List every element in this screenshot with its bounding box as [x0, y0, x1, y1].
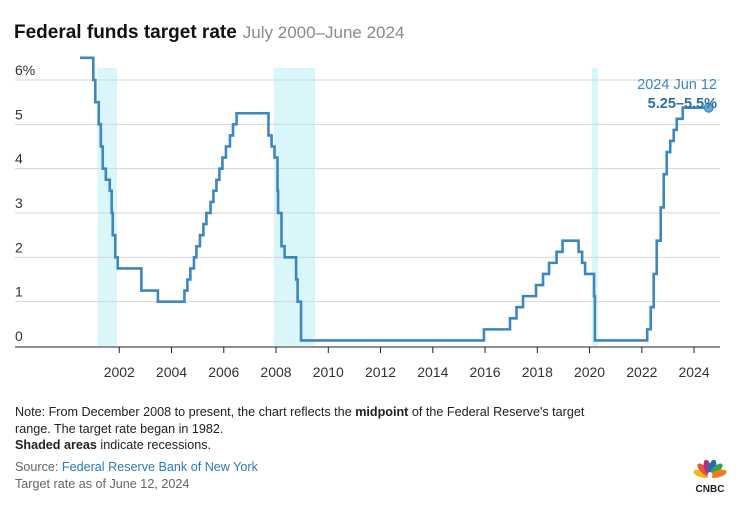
- source-label: Source:: [15, 460, 62, 474]
- recession-band: [273, 68, 316, 346]
- x-tick-label: 2024: [678, 364, 709, 380]
- chart-notes: Note: From December 2008 to present, the…: [15, 404, 705, 454]
- x-tick-label: 2014: [417, 364, 448, 380]
- note-bold-text: midpoint: [355, 405, 409, 419]
- note-bold-text: Shaded areas: [15, 438, 97, 452]
- chart-title: Federal funds target rate: [14, 22, 237, 43]
- gridlines: [15, 79, 720, 348]
- source-line: Source: Federal Reserve Bank of New York: [15, 459, 258, 476]
- x-axis-ticks: 2002 2004 2006 2008 2010 2012 2014 2016 2018 2020…: [104, 347, 710, 380]
- source-link[interactable]: Federal Reserve Bank of New York: [61, 460, 258, 474]
- note-text: of the Federal Reserve's target: [408, 405, 585, 419]
- note-text: indicate recessions.: [96, 438, 212, 452]
- annotation-layer: 2024 Jun 12 5.25–5.5%: [637, 77, 717, 113]
- x-tick-label: 2010: [313, 364, 344, 380]
- source-block: Source: Federal Reserve Bank of New York…: [15, 459, 258, 493]
- recession-band: [591, 68, 599, 346]
- chart-subtitle: July 2000–June 2024: [242, 23, 405, 42]
- annotation-date-label: 2024 Jun 12: [637, 77, 717, 93]
- recession-band: [97, 68, 117, 346]
- x-tick-label: 2020: [574, 364, 605, 380]
- cnbc-peacock-logo: CNBC: [693, 460, 727, 494]
- series-line-layer: [80, 56, 706, 342]
- y-tick-label: 3: [15, 195, 23, 211]
- chart-plot: 0 1 2 3 4 5 6% 2002 2004 2006 2008 2010 2012 2014 201…: [15, 56, 720, 380]
- note-line-1: Note: From December 2008 to present, the…: [15, 404, 705, 421]
- x-tick-label: 2022: [626, 364, 657, 380]
- logo-text: CNBC: [696, 484, 725, 494]
- note-line-3: Shaded areas indicate recessions.: [15, 437, 705, 454]
- x-tick-label: 2008: [260, 364, 291, 380]
- as-of-line: Target rate as of June 12, 2024: [15, 477, 190, 491]
- x-tick-label: 2012: [365, 364, 396, 380]
- recession-bands: [97, 68, 599, 346]
- note-text: Note: From December 2008 to present, the…: [15, 405, 356, 419]
- x-tick-label: 2002: [104, 364, 135, 380]
- x-tick-label: 2004: [156, 364, 187, 380]
- y-axis-ticks: 0 1 2 3 4 5 6%: [15, 62, 35, 344]
- y-tick-label: 2: [15, 239, 23, 255]
- x-tick-label: 2006: [208, 364, 239, 380]
- note-line-2: range. The target rate began in 1982.: [15, 421, 224, 436]
- y-tick-label: 6%: [15, 62, 35, 78]
- series-line: [80, 56, 706, 342]
- y-tick-label: 5: [15, 106, 23, 122]
- endpoint-marker: [703, 102, 714, 113]
- y-tick-label: 0: [15, 328, 23, 344]
- x-tick-label: 2018: [522, 364, 553, 380]
- annotation-value-label: 5.25–5.5%: [648, 96, 717, 112]
- title-row: Federal funds target rate July 2000–June …: [14, 22, 404, 44]
- y-tick-label: 4: [15, 151, 23, 167]
- x-tick-label: 2016: [469, 364, 500, 380]
- y-tick-label: 1: [15, 284, 23, 300]
